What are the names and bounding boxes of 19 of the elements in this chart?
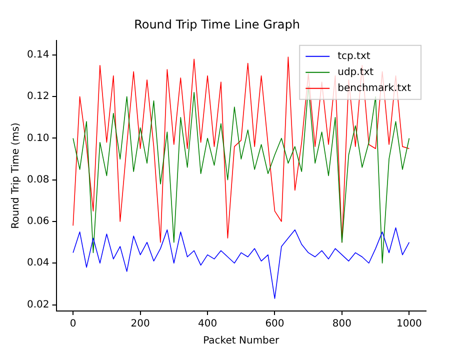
x-tick-label: 1000 xyxy=(396,318,422,330)
y-axis-title: Round Trip Time (ms) xyxy=(10,122,22,229)
legend-label: tcp.txt xyxy=(338,50,370,62)
y-tick-label: 0.14 xyxy=(27,50,50,61)
y-tick-label: 0.12 xyxy=(27,91,50,102)
y-tick-label: 0.06 xyxy=(27,216,50,228)
x-tick-label: 400 xyxy=(198,318,218,330)
x-tick-label: 200 xyxy=(130,318,150,330)
chart-title: Round Trip Time Line Graph xyxy=(134,17,300,32)
legend-label: benchmark.txt xyxy=(338,82,412,94)
y-tick-label: 0.08 xyxy=(27,174,50,186)
x-tick-label: 800 xyxy=(332,318,352,330)
legend-label: udp.txt xyxy=(338,66,374,78)
y-tick-label: 0.10 xyxy=(27,132,50,144)
y-tick-label: 0.02 xyxy=(27,299,50,310)
x-tick-label: 0 xyxy=(70,318,76,330)
x-tick-label: 600 xyxy=(265,318,284,330)
x-axis-title: Packet Number xyxy=(203,336,280,347)
y-tick-label: 0.04 xyxy=(27,258,50,269)
